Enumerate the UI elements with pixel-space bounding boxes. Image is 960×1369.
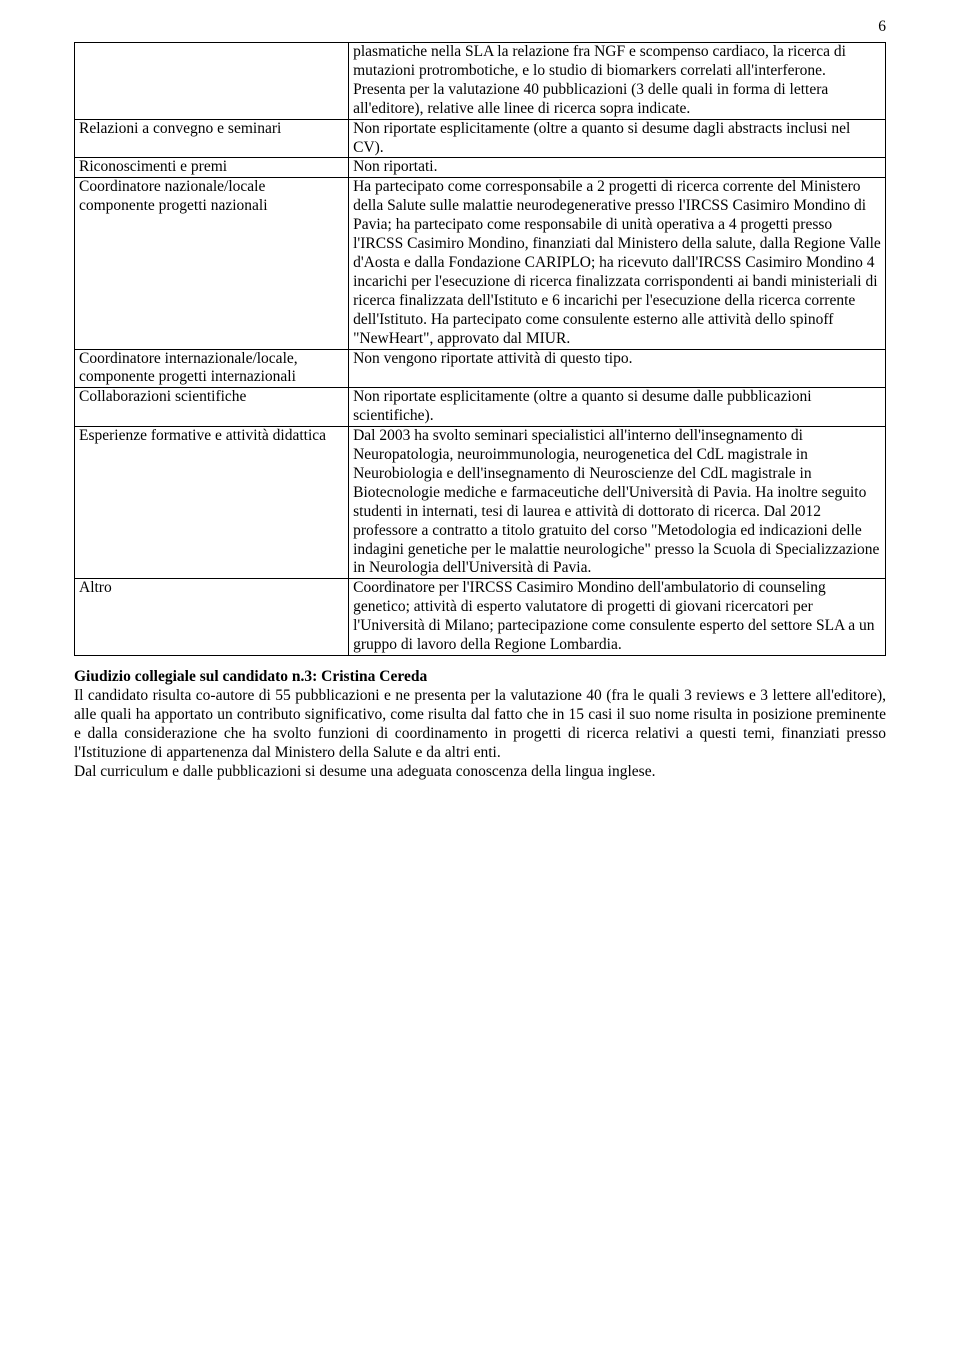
table-body: plasmatiche nella SLA la relazione fra N… (75, 43, 886, 656)
table-row: Esperienze formative e attività didattic… (75, 427, 886, 579)
table-row: plasmatiche nella SLA la relazione fra N… (75, 43, 886, 120)
table-row: Relazioni a convegno e seminari Non ripo… (75, 119, 886, 158)
cell-row3-left: Coordinatore nazionale/locale componente… (75, 178, 349, 349)
evaluation-table: plasmatiche nella SLA la relazione fra N… (74, 42, 886, 656)
table-row: Coordinatore nazionale/locale componente… (75, 178, 886, 349)
table-row: Coordinatore internazionale/locale, comp… (75, 349, 886, 388)
cell-row4-left: Coordinatore internazionale/locale, comp… (75, 349, 349, 388)
section-heading: Giudizio collegiale sul candidato n.3: C… (74, 668, 886, 687)
cell-row1-left: Relazioni a convegno e seminari (75, 119, 349, 158)
cell-row7-left: Altro (75, 579, 349, 656)
cell-row7-right: Coordinatore per l'IRCSS Casimiro Mondin… (349, 579, 886, 656)
cell-row2-right: Non riportati. (349, 158, 886, 178)
spacer (74, 656, 886, 668)
cell-row5-right: Non riportate esplicitamente (oltre a qu… (349, 388, 886, 427)
table-row: Altro Coordinatore per l'IRCSS Casimiro … (75, 579, 886, 656)
cell-row4-right: Non vengono riportate attività di questo… (349, 349, 886, 388)
cell-row2-left: Riconoscimenti e premi (75, 158, 349, 178)
table-row: Collaborazioni scientifiche Non riportat… (75, 388, 886, 427)
document-page: 6 plasmatiche nella SLA la relazione fra… (0, 0, 960, 841)
table-row: Riconoscimenti e premi Non riportati. (75, 158, 886, 178)
cell-row0-left (75, 43, 349, 120)
section-paragraph-2: Dal curriculum e dalle pubblicazioni si … (74, 763, 886, 782)
cell-row6-left: Esperienze formative e attività didattic… (75, 427, 349, 579)
cell-row6-right: Dal 2003 ha svolto seminari specialistic… (349, 427, 886, 579)
cell-row5-left: Collaborazioni scientifiche (75, 388, 349, 427)
cell-row3-right: Ha partecipato come corresponsabile a 2 … (349, 178, 886, 349)
page-number: 6 (878, 18, 886, 37)
cell-row0-right: plasmatiche nella SLA la relazione fra N… (349, 43, 886, 120)
section-paragraph-1: Il candidato risulta co-autore di 55 pub… (74, 687, 886, 763)
cell-row1-right: Non riportate esplicitamente (oltre a qu… (349, 119, 886, 158)
